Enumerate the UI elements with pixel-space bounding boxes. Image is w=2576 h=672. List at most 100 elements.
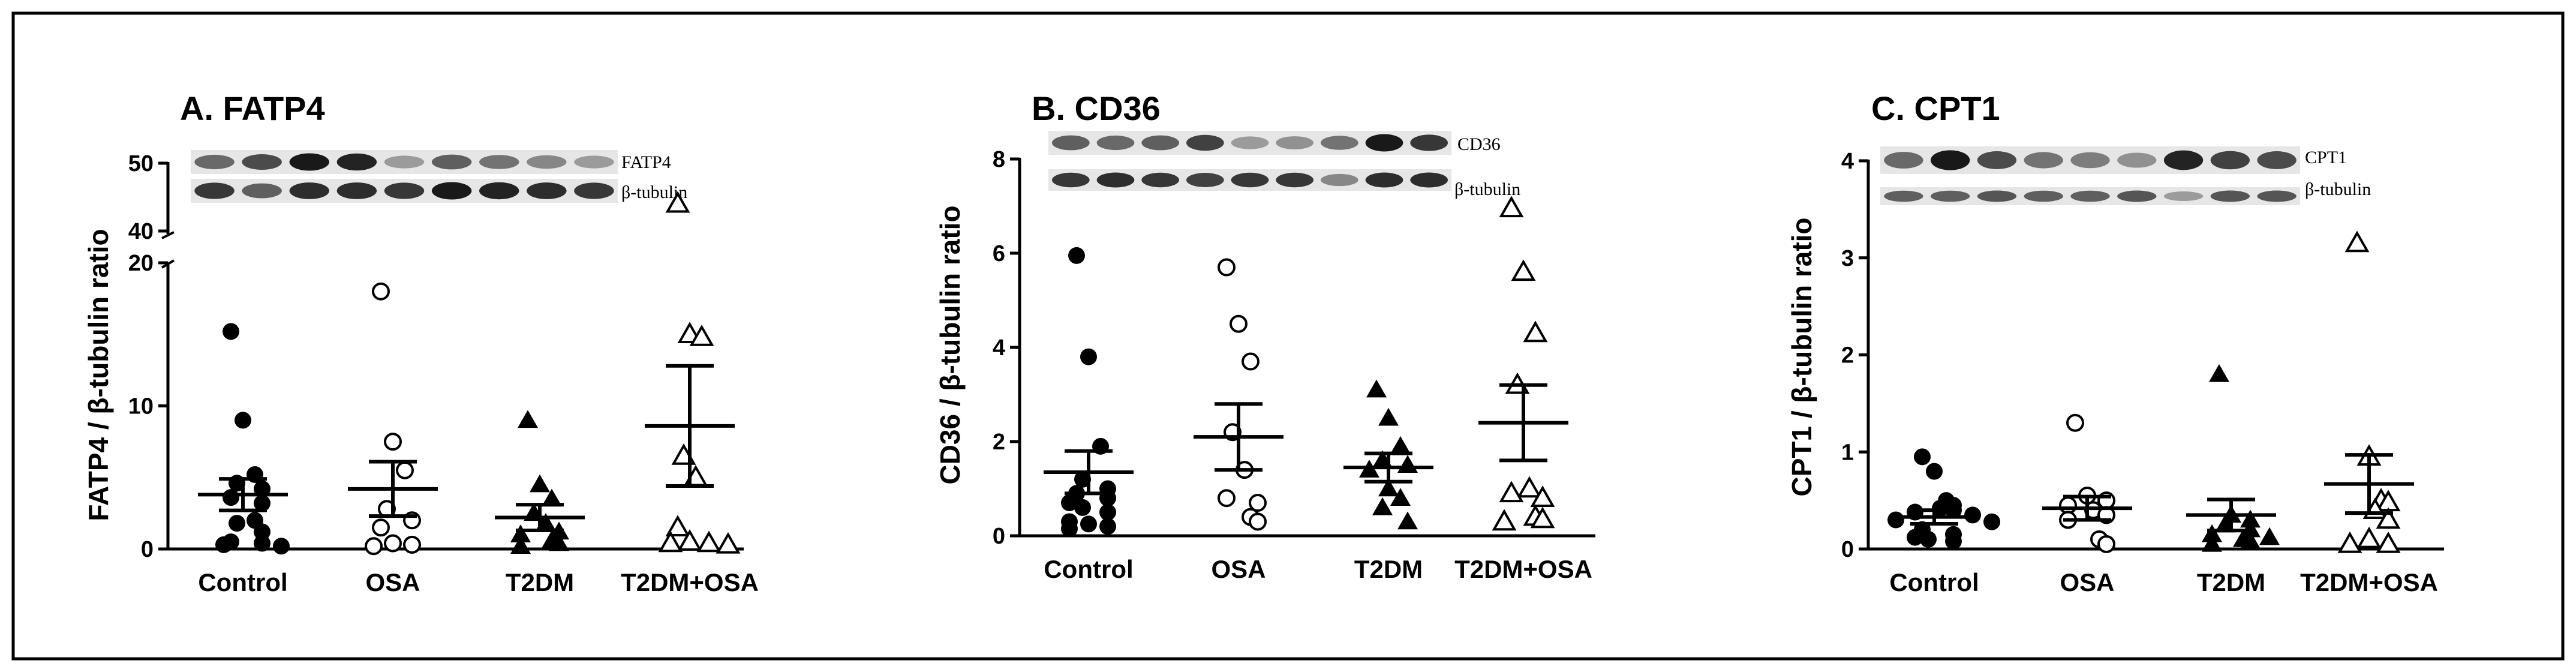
point-cd36-osa-6 [1249, 494, 1267, 512]
blot-label-fatp4-protein: FATP4 [621, 152, 671, 172]
point-fatp4-t2dm-plus-osa-5 [665, 515, 690, 536]
point-cd36-t2dm-0 [1366, 379, 1387, 398]
western-blot-cd36 [1048, 131, 1451, 191]
blot-cd36-band-1-0 [1051, 172, 1090, 188]
blot-cd36-band-0-0 [1051, 135, 1090, 151]
blot-cpt1-band-1-3 [2024, 190, 2063, 202]
blot-fatp4-band-0-4 [384, 155, 425, 169]
x-tick-label-cd36-t2dm: T2DM [1354, 555, 1423, 583]
x-tick-label-cpt1-t2dm-plus-osa: T2DM+OSA [2300, 568, 2438, 596]
blot-fatp4-band-0-0 [194, 154, 235, 170]
point-cpt1-t2dm-5 [2202, 524, 2222, 542]
point-cd36-control-7 [1061, 494, 1078, 512]
point-fatp4-t2dm-8 [549, 533, 569, 551]
x-tick-label-cpt1-osa: OSA [2060, 568, 2114, 596]
x-tick-label-cd36-control: Control [1044, 555, 1133, 583]
panel-cd36: B. CD36 CD36 / β-tubulin ratio CD36 β-tu… [934, 89, 1595, 583]
blot-fatp4-band-1-5 [431, 182, 472, 200]
point-fatp4-t2dm-plus-osa-9 [716, 532, 741, 554]
axis-break-fatp4-high [161, 231, 175, 239]
panel-title-cd36: B. CD36 [1032, 89, 1161, 127]
point-cd36-t2dm-9 [1397, 511, 1418, 530]
point-fatp4-control-1 [235, 412, 251, 429]
blot-fatp4-band-0-6 [479, 155, 519, 169]
y-tick-label-fatp4-20: 20 [128, 251, 154, 276]
blot-fatp4-band-1-3 [336, 182, 377, 199]
point-fatp4-control-13 [273, 538, 290, 555]
y-tick-label-fatp4-10: 10 [128, 394, 154, 419]
point-fatp4-t2dm-plus-osa-2 [689, 324, 714, 346]
blot-fatp4-band-1-8 [574, 182, 614, 199]
blot-cpt1-band-0-3 [2024, 152, 2063, 169]
point-cd36-t2dm-plus-osa-4 [1517, 476, 1542, 498]
point-cd36-t2dm-7 [1390, 488, 1411, 506]
blot-fatp4-band-1-7 [527, 182, 567, 199]
y-tick-label-cd36-0: 0 [993, 524, 1005, 549]
point-fatp4-t2dm-2 [542, 488, 562, 507]
point-fatp4-osa-6 [384, 534, 402, 553]
western-blot-fatp4 [191, 150, 618, 203]
point-fatp4-control-8 [229, 515, 245, 532]
point-cd36-control-8 [1074, 499, 1091, 516]
point-fatp4-control-12 [215, 536, 232, 553]
point-cd36-osa-5 [1218, 489, 1236, 508]
y-tick-label-fatp4-0: 0 [141, 537, 154, 562]
point-fatp4-control-5 [223, 489, 239, 506]
blot-cpt1-band-0-6 [2163, 150, 2204, 170]
point-cpt1-t2dm-plus-osa-8 [2337, 531, 2362, 553]
y-tick-label-cd36-2: 2 [993, 430, 1005, 455]
point-cpt1-t2dm-6 [2259, 527, 2280, 545]
panel-cpt1: C. CPT1 CPT1 / β-tubulin ratio CPT1 β-tu… [1786, 89, 2444, 596]
x-tick-label-fatp4-t2dm-plus-osa: T2DM+OSA [621, 568, 759, 596]
point-cd36-t2dm-1 [1378, 407, 1399, 426]
blot-cd36-band-0-6 [1320, 136, 1358, 150]
y-tick-label-cpt1-2: 2 [1841, 343, 1854, 368]
point-fatp4-control-0 [223, 323, 239, 340]
y-tick-label-cpt1-1: 1 [1841, 440, 1854, 465]
blot-cpt1-band-1-0 [1884, 190, 1923, 202]
y-tick-label-cd36-6: 6 [993, 241, 1005, 266]
point-cd36-control-0 [1068, 247, 1085, 264]
blot-cpt1-band-0-4 [2070, 152, 2110, 169]
series-cpt1-t2dm-plus-osa [2337, 230, 2401, 553]
point-fatp4-control-6 [254, 494, 270, 512]
blot-cd36-band-0-5 [1276, 136, 1314, 149]
figure-border [11, 11, 2565, 661]
point-fatp4-t2dm-plus-osa-0 [665, 191, 690, 213]
blot-cpt1-band-1-5 [2117, 190, 2157, 202]
blot-cd36-band-0-8 [1410, 134, 1448, 151]
point-fatp4-osa-8 [365, 537, 383, 556]
point-cd36-osa-2 [1242, 352, 1260, 371]
point-fatp4-t2dm-0 [518, 410, 538, 428]
blot-fatp4-band-0-7 [527, 155, 567, 169]
point-cd36-t2dm-8 [1372, 497, 1393, 515]
point-cpt1-t2dm-0 [2209, 364, 2229, 382]
blot-cd36-band-1-1 [1096, 172, 1135, 188]
point-cd36-t2dm-plus-osa-1 [1511, 259, 1536, 281]
point-fatp4-osa-2 [396, 461, 414, 479]
point-fatp4-osa-5 [372, 518, 390, 537]
blot-fatp4-band-0-5 [431, 154, 472, 170]
blot-cd36-band-1-6 [1320, 173, 1358, 187]
x-tick-label-cd36-osa: OSA [1211, 555, 1266, 583]
point-cpt1-t2dm-plus-osa-6 [2356, 526, 2382, 548]
point-cpt1-control-13 [1920, 530, 1937, 548]
point-fatp4-t2dm-plus-osa-8 [658, 530, 683, 553]
blot-cpt1-band-0-1 [1931, 150, 1970, 170]
point-cpt1-t2dm-plus-osa-0 [2344, 230, 2370, 253]
point-fatp4-osa-7 [403, 535, 421, 554]
point-cd36-control-11 [1080, 515, 1097, 533]
point-cpt1-t2dm-9 [2202, 533, 2222, 552]
blot-fatp4-band-0-8 [574, 155, 614, 169]
point-cd36-osa-1 [1230, 314, 1248, 333]
plot-area-cd36: 0 2 4 6 8 Control OSA T2DM T2DM+OSA [993, 147, 1595, 583]
blot-cd36-band-1-5 [1276, 172, 1314, 188]
x-tick-label-fatp4-control: Control [198, 568, 287, 596]
point-cpt1-control-9 [1983, 513, 2000, 530]
blot-cpt1-band-0-7 [2210, 151, 2250, 170]
blot-cd36-band-1-7 [1365, 172, 1403, 188]
blot-fatp4-band-1-2 [289, 182, 330, 199]
point-cd36-t2dm-plus-osa-5 [1499, 481, 1524, 503]
point-fatp4-control-11 [254, 535, 270, 552]
